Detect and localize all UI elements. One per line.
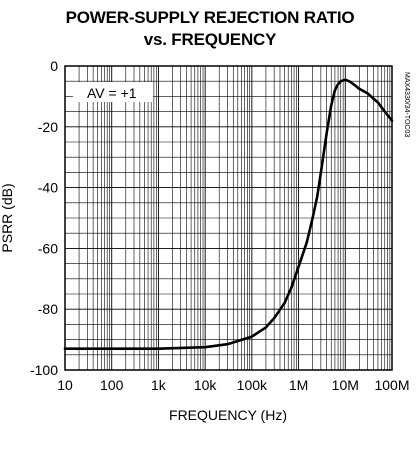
x-tick-labels: 10 100 1k 10k 100k 1M 10M 100M <box>57 377 409 393</box>
y-tick-label: -60 <box>38 240 58 256</box>
y-tick-label: -40 <box>38 180 58 196</box>
x-axis-label: FREQUENCY (Hz) <box>169 407 287 423</box>
x-tick-label: 1k <box>151 377 167 393</box>
grid-lines <box>64 65 392 371</box>
y-tick-labels: 0 -20 -40 -60 -80 -100 <box>30 58 58 378</box>
annotation-layer: AV = +1 <box>73 82 153 102</box>
psrr-curve <box>63 78 394 350</box>
series-layer <box>63 78 394 350</box>
x-tick-label: 10k <box>194 377 218 393</box>
gain-annotation: AV = +1 <box>87 85 137 101</box>
x-tick-label: 100M <box>374 377 409 393</box>
y-tick-label: -100 <box>30 362 58 378</box>
annotation-background <box>73 82 153 102</box>
y-axis-label: PSRR (dB) <box>0 183 15 252</box>
x-tick-label: 100k <box>237 377 268 393</box>
x-tick-label: 1M <box>289 377 308 393</box>
chart-subtitle: vs. FREQUENCY <box>143 30 277 49</box>
figure-code: MAX4330/34-TOC03 <box>403 72 410 137</box>
y-tick-label: 0 <box>50 58 58 74</box>
x-tick-label: 100 <box>100 377 124 393</box>
x-tick-label: 10 <box>57 377 73 393</box>
y-tick-label: -20 <box>38 119 58 135</box>
plot-frame <box>64 65 393 371</box>
x-tick-label: 10M <box>332 377 359 393</box>
chart-title: POWER-SUPPLY REJECTION RATIO <box>65 8 355 27</box>
y-tick-label: -80 <box>38 301 58 317</box>
